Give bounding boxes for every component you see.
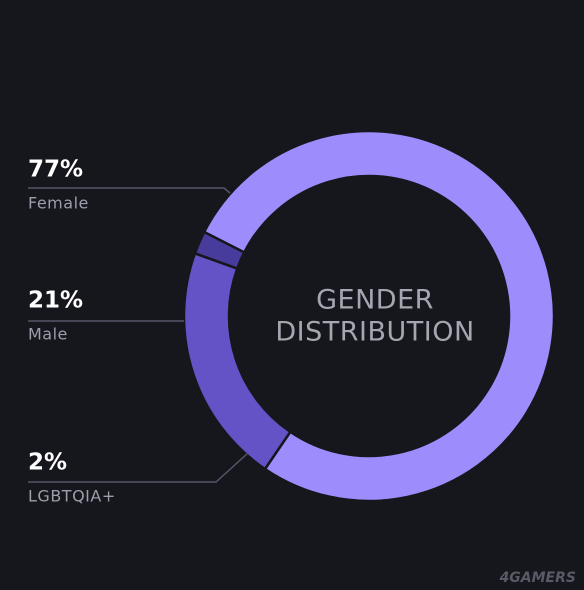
value-label: 2% xyxy=(28,450,67,476)
center-title: DISTRIBUTION xyxy=(275,317,474,348)
value-label: 21% xyxy=(28,288,83,314)
donut-segment xyxy=(193,230,246,271)
leader-line xyxy=(28,187,231,194)
center-title: GENDER xyxy=(316,285,434,316)
category-label: Male xyxy=(28,325,68,344)
category-label: Female xyxy=(28,194,89,213)
donut-segment xyxy=(202,129,556,503)
leader-line xyxy=(28,452,249,483)
value-label: 77% xyxy=(28,157,83,183)
watermark: 4GAMERS xyxy=(499,570,576,586)
category-label: LGBTQIA+ xyxy=(28,487,116,506)
